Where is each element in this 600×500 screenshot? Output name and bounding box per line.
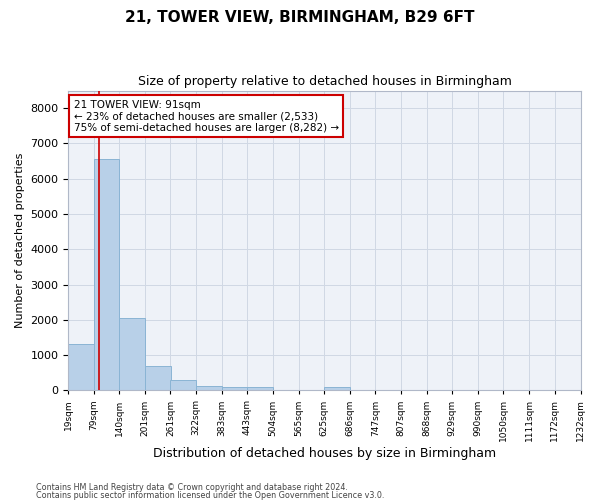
- Bar: [68, 344, 94, 391]
- Bar: [119, 318, 145, 390]
- Bar: [222, 388, 248, 390]
- Bar: [94, 159, 119, 390]
- Bar: [145, 366, 171, 390]
- Text: 21, TOWER VIEW, BIRMINGHAM, B29 6FT: 21, TOWER VIEW, BIRMINGHAM, B29 6FT: [125, 10, 475, 25]
- Y-axis label: Number of detached properties: Number of detached properties: [15, 152, 25, 328]
- Bar: [247, 387, 273, 390]
- Bar: [324, 388, 350, 390]
- Title: Size of property relative to detached houses in Birmingham: Size of property relative to detached ho…: [137, 75, 511, 88]
- Text: Contains HM Land Registry data © Crown copyright and database right 2024.: Contains HM Land Registry data © Crown c…: [36, 484, 348, 492]
- Bar: [170, 380, 196, 390]
- Text: Contains public sector information licensed under the Open Government Licence v3: Contains public sector information licen…: [36, 491, 385, 500]
- Bar: [196, 386, 222, 390]
- Text: 21 TOWER VIEW: 91sqm
← 23% of detached houses are smaller (2,533)
75% of semi-de: 21 TOWER VIEW: 91sqm ← 23% of detached h…: [74, 100, 338, 132]
- X-axis label: Distribution of detached houses by size in Birmingham: Distribution of detached houses by size …: [153, 447, 496, 460]
